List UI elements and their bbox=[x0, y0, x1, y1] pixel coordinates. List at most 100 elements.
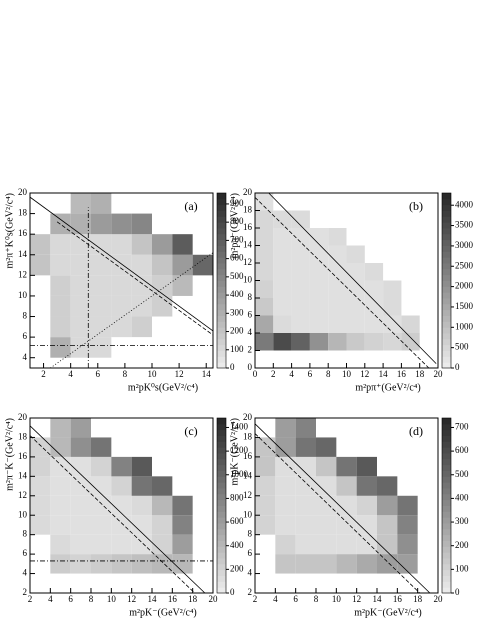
x-tick-label: 20 bbox=[434, 594, 444, 604]
heat-cell bbox=[255, 245, 274, 263]
colorbar-tick-label: 600 bbox=[455, 445, 469, 455]
colorbar-step bbox=[217, 546, 226, 553]
colorbar-step bbox=[217, 321, 226, 328]
heat-cell bbox=[131, 295, 152, 317]
heat-cell bbox=[383, 315, 402, 333]
heat-cell bbox=[255, 228, 274, 246]
colorbar-tick-label: 500 bbox=[455, 342, 469, 352]
heat-cell bbox=[383, 280, 402, 298]
colorbar-tick-label: 3500 bbox=[455, 220, 474, 230]
x-tick-label: 6 bbox=[308, 369, 313, 379]
colorbar-step bbox=[217, 575, 226, 582]
y-tick-label: 10 bbox=[18, 509, 28, 519]
heat-cell bbox=[70, 437, 91, 457]
heat-cell bbox=[255, 456, 276, 477]
y-axis-label: m²π⁻K⁻(GeV²/c⁴) bbox=[4, 418, 15, 491]
y-tick-label: 6 bbox=[248, 310, 253, 320]
y-tick-label: 20 bbox=[18, 412, 28, 422]
heat-cell bbox=[316, 534, 337, 555]
y-axis-label: m²pπ⁻(GeV²/c⁴) bbox=[229, 193, 240, 258]
colorbar-step bbox=[442, 511, 451, 518]
y-tick-label: 16 bbox=[243, 451, 253, 461]
heat-cell bbox=[152, 295, 173, 317]
colorbar-step bbox=[442, 356, 451, 363]
heat-cell bbox=[273, 333, 292, 351]
y-tick-label: 14 bbox=[243, 470, 253, 480]
heat-cell bbox=[152, 515, 173, 535]
colorbar-step bbox=[217, 569, 226, 576]
colorbar-step bbox=[217, 453, 226, 460]
heat-cell bbox=[328, 228, 347, 246]
colorbar-step bbox=[217, 488, 226, 495]
boundary-line bbox=[254, 433, 420, 594]
heat-cell bbox=[346, 263, 365, 281]
heat-cell bbox=[356, 476, 377, 496]
x-tick-label: 14 bbox=[373, 594, 383, 604]
colorbar-step bbox=[217, 263, 226, 270]
colorbar-tick-label: 300 bbox=[455, 516, 469, 526]
heat-cell bbox=[316, 437, 337, 457]
heat-cell bbox=[291, 263, 310, 281]
heat-cell bbox=[111, 534, 132, 555]
colorbar-step bbox=[442, 263, 451, 270]
colorbar-step bbox=[217, 581, 226, 588]
colorbar-step bbox=[217, 423, 226, 431]
x-tick-label: 14 bbox=[379, 369, 389, 379]
x-axis-label: m²pπ⁺(GeV²/c⁴) bbox=[355, 382, 420, 393]
heat-cell bbox=[397, 495, 418, 516]
heat-cell bbox=[91, 476, 112, 496]
colorbar-step bbox=[217, 523, 226, 530]
heat-cell bbox=[50, 234, 71, 255]
heat-cell bbox=[295, 554, 316, 574]
heat-cell bbox=[30, 254, 51, 276]
colorbar-step bbox=[217, 441, 226, 448]
heat-cell bbox=[275, 554, 296, 574]
heat-cell bbox=[328, 298, 347, 316]
boundary-line bbox=[50, 252, 214, 369]
colorbar-step bbox=[217, 464, 226, 471]
x-tick-label: 16 bbox=[393, 594, 403, 604]
heat-cell bbox=[316, 476, 337, 496]
y-tick-label: 16 bbox=[18, 451, 28, 461]
heat-cell bbox=[111, 515, 132, 535]
heat-cell bbox=[316, 554, 337, 574]
heat-cell bbox=[172, 554, 193, 574]
heat-cell bbox=[152, 275, 173, 296]
colorbar-step bbox=[442, 338, 451, 346]
y-tick-label: 16 bbox=[18, 228, 28, 238]
colorbar-step bbox=[442, 280, 451, 287]
heat-cell bbox=[275, 515, 296, 535]
y-tick-label: 6 bbox=[23, 548, 28, 558]
colorbar-step bbox=[442, 315, 451, 322]
colorbar-step bbox=[442, 327, 451, 334]
heat-cell bbox=[70, 295, 91, 317]
heat-cell bbox=[172, 534, 193, 555]
heat-cell bbox=[309, 263, 329, 281]
colorbar-step bbox=[217, 534, 226, 541]
boundary-line bbox=[29, 435, 195, 594]
colorbar-step bbox=[442, 204, 451, 211]
heat-cell bbox=[336, 456, 357, 477]
heat-cell bbox=[131, 275, 152, 296]
heat-cell bbox=[172, 254, 193, 276]
colorbar-tick-label: 1000 bbox=[455, 321, 474, 331]
y-tick-label: 18 bbox=[18, 432, 28, 442]
y-tick-label: 12 bbox=[18, 490, 27, 500]
heat-cell bbox=[70, 515, 91, 535]
colorbar-step bbox=[217, 350, 226, 357]
colorbar-step bbox=[217, 268, 226, 276]
heat-cell bbox=[356, 554, 377, 574]
heat-cell bbox=[91, 295, 112, 317]
y-tick-label: 20 bbox=[18, 187, 28, 197]
colorbar-tick-label: 4000 bbox=[455, 199, 474, 209]
colorbar-step bbox=[217, 338, 226, 346]
boundary-line bbox=[56, 221, 214, 336]
heat-cell bbox=[70, 476, 91, 496]
colorbar-step bbox=[442, 344, 451, 351]
colorbar-step bbox=[442, 458, 451, 466]
x-tick-label: 16 bbox=[168, 594, 178, 604]
colorbar-step bbox=[217, 245, 226, 252]
heat-cell bbox=[70, 193, 91, 214]
heat-cell bbox=[336, 476, 357, 496]
heat-cell bbox=[275, 418, 296, 438]
